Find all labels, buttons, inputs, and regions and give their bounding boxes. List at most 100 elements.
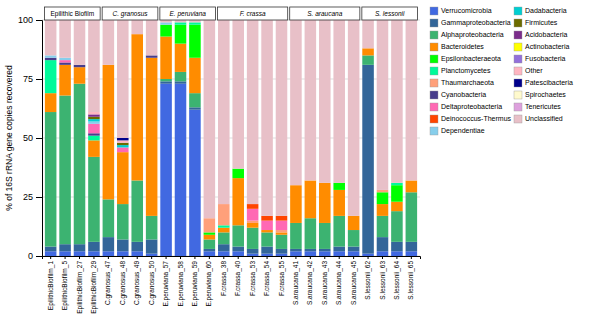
bar	[333, 183, 345, 190]
bar	[362, 20, 374, 48]
bar	[45, 247, 57, 252]
bar	[45, 93, 57, 112]
legend-label: Other	[525, 67, 543, 74]
bar	[189, 58, 201, 93]
group-label: F. crassa	[240, 10, 266, 17]
x-tick-mark	[122, 256, 123, 259]
bar	[59, 20, 71, 58]
bar	[146, 254, 158, 256]
x-tick-label: S.lessonii_64	[393, 261, 401, 300]
x-tick: C.granosus_48	[119, 256, 127, 305]
bar	[103, 199, 115, 237]
x-axis-line	[43, 257, 421, 260]
group-box	[362, 7, 418, 20]
bar	[276, 235, 288, 249]
legend-item: Deltaproteobacteria	[430, 103, 502, 111]
bar	[247, 221, 259, 223]
x-tick: F.crassa_40	[234, 256, 242, 296]
legend-label: Tenericutes	[525, 103, 561, 110]
y-tick-label: 75	[23, 74, 33, 84]
bar	[391, 183, 403, 185]
bar	[204, 239, 216, 248]
bar	[88, 20, 100, 112]
bar	[305, 180, 317, 218]
legend-label: Alphaproteobacteria	[441, 31, 504, 39]
bar	[305, 249, 317, 251]
x-tick: S.araucana_44	[335, 256, 343, 305]
legend-label: Dadabacteria	[525, 7, 567, 14]
bar-series	[45, 65, 417, 254]
bar	[391, 202, 403, 211]
bar-series	[45, 84, 417, 256]
bar	[232, 251, 244, 256]
x-tick-mark	[295, 256, 296, 259]
bar	[276, 20, 288, 216]
bar	[377, 192, 389, 204]
x-tick-mark	[238, 256, 239, 259]
bar	[406, 20, 418, 180]
x-tick-mark	[108, 256, 109, 259]
x-tick-mark	[79, 256, 80, 259]
bar	[189, 22, 201, 24]
x-tick: S.lessonii_65	[407, 256, 415, 300]
legend-item: Dadabacteria	[514, 7, 567, 15]
y-tick-mark	[36, 197, 42, 198]
bar	[290, 185, 302, 223]
bar	[88, 121, 100, 123]
bar	[204, 235, 216, 240]
bar	[348, 216, 360, 230]
bar	[204, 249, 216, 251]
x-tick-label: C.granosus_48	[119, 261, 127, 305]
bar	[59, 62, 71, 64]
bar-series	[45, 55, 417, 249]
legend-label: Acidobacteria	[525, 31, 568, 38]
bar	[218, 251, 230, 256]
bar	[117, 20, 129, 138]
legend-swatch	[514, 103, 522, 111]
legend-label: Actinobacteria	[525, 43, 569, 50]
bar	[333, 20, 345, 183]
bar	[131, 251, 143, 256]
bar	[290, 223, 302, 249]
y-tick: 100	[18, 15, 42, 25]
x-tick-label: S.araucana_41	[292, 261, 300, 305]
group-label: E. peruviana	[169, 10, 206, 18]
legend-item: Dependentiae	[430, 127, 485, 135]
x-tick: EpilithicBiofilm_5	[61, 256, 69, 310]
bar	[146, 55, 158, 57]
bar	[117, 251, 129, 256]
y-axis: 0255075100	[18, 15, 43, 261]
x-tick-label: F.crassa_38	[220, 261, 228, 296]
bar-series	[45, 34, 417, 239]
x-tick-label: E.peruviana_57	[162, 261, 170, 307]
legend-label: Firmicutes	[525, 19, 558, 26]
x-tick-label: S.lessonii_63	[379, 261, 387, 300]
bar	[45, 20, 57, 55]
bar	[88, 242, 100, 251]
bar	[391, 242, 403, 251]
bar	[276, 232, 288, 234]
legend-item: Epsilonbacteraeota	[430, 55, 501, 63]
x-tick-label: EpilithicBiofilm_27	[76, 261, 84, 314]
x-tick: F.crassa_38	[220, 256, 228, 296]
legend-swatch	[430, 127, 438, 135]
group-box	[160, 7, 216, 20]
legend-item: Unclassified	[514, 115, 563, 123]
legend-label: Patescibacteria	[525, 79, 573, 86]
x-tick: E.peruviana_57	[162, 256, 170, 307]
y-tick: 50	[23, 133, 42, 143]
y-tick: 75	[23, 74, 42, 84]
x-tick-label: EpilithicBiofilm_1	[47, 261, 55, 311]
bar	[146, 239, 158, 253]
bar	[377, 251, 389, 256]
legend-swatch	[514, 79, 522, 87]
bar	[319, 223, 331, 249]
bars	[45, 20, 417, 256]
legend-swatch	[430, 115, 438, 123]
bar	[377, 237, 389, 251]
bar	[232, 169, 244, 178]
legend-swatch	[430, 43, 438, 51]
bar	[74, 20, 86, 65]
x-tick-label: F.crassa_54	[263, 261, 271, 296]
legend-swatch	[514, 31, 522, 39]
